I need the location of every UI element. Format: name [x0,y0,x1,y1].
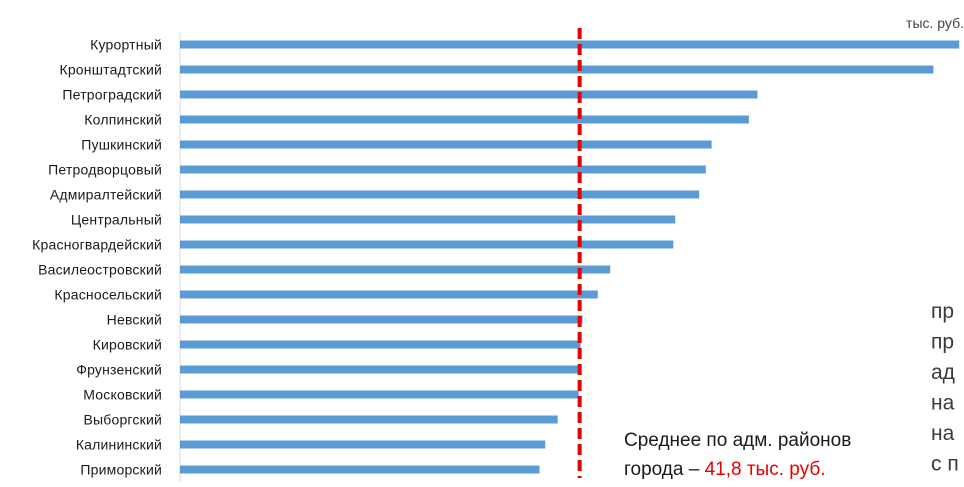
bar [180,165,706,174]
bar [180,265,611,274]
average-annotation: Среднее по адм. районов города – 41,8 ты… [624,430,851,480]
side-text-line: на [931,392,955,415]
bar [180,65,934,74]
average-label-line2: города – 41,8 тыс. руб. [624,459,825,480]
category-label: Калининский [76,437,162,453]
bars-layer [180,40,960,474]
category-label: Пушкинский [81,137,162,153]
side-text-line: с п [931,453,959,476]
category-label: Московский [83,387,162,403]
category-label: Красногвардейский [32,237,162,253]
bar [180,40,960,49]
side-text-line: пр [931,331,954,354]
side-text-fragment: пр пр ад на на с п [931,300,959,476]
category-label: Петродворцовый [48,162,162,178]
category-label: Кронштадтский [59,62,162,78]
category-labels: Курортный Кронштадтский Петроградский Колпи… [32,37,162,478]
category-label: Фрунзенский [76,362,162,378]
bar [180,465,540,474]
category-label: Приморский [80,462,162,478]
bar [180,240,674,249]
average-label-prefix: города – [624,459,705,480]
bar [180,340,581,349]
bar [180,90,758,99]
category-label: Курортный [90,37,162,53]
category-label: Адмиралтейский [50,187,162,203]
category-label: Кировский [93,337,162,353]
bar [180,190,700,199]
bar [180,415,558,424]
bar [180,215,676,224]
category-label: Красносельский [54,287,162,303]
category-label: Центральный [71,212,162,228]
bar [180,290,598,299]
unit-label: тыс. руб. [906,15,964,31]
average-label-line1: Среднее по адм. районов [624,430,851,451]
category-label: Петроградский [62,87,162,103]
bar [180,390,579,399]
side-text-line: пр [931,300,954,323]
bar [180,140,712,149]
category-label: Выборгский [83,412,162,428]
bar [180,315,583,324]
bar [180,115,749,124]
side-text-line: ад [931,361,955,384]
category-label: Невский [107,312,162,328]
bar [180,440,546,449]
category-label: Василеостровский [38,262,162,278]
average-label-value: 41,8 тыс. руб. [705,459,826,480]
bar [180,365,580,374]
side-text-line: на [931,422,955,445]
category-label: Колпинский [84,112,162,128]
